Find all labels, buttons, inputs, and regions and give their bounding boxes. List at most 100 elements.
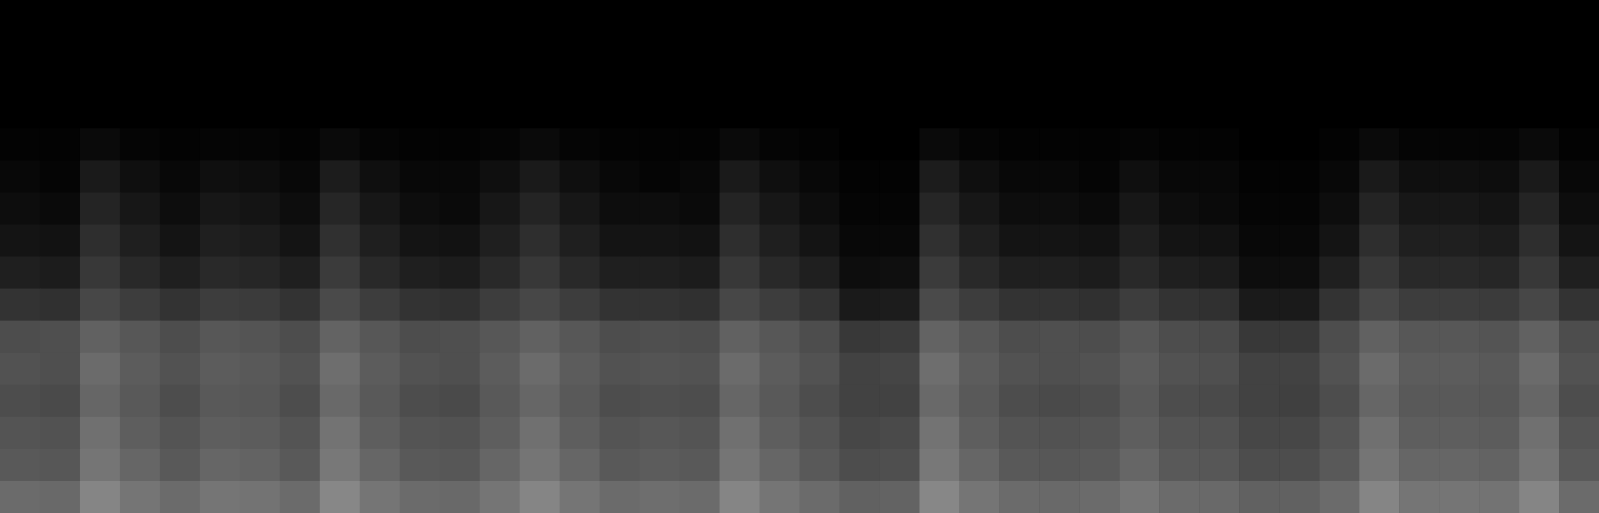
heatmap-cell — [640, 353, 680, 386]
heatmap-cell — [680, 481, 720, 513]
heatmap-cell — [560, 321, 600, 354]
heatmap-cell — [999, 449, 1039, 482]
heatmap-cell — [120, 96, 160, 129]
heatmap-cell — [1279, 192, 1319, 225]
heatmap-cell — [720, 128, 760, 161]
heatmap-cell — [1439, 417, 1479, 450]
heatmap-cell — [640, 64, 680, 97]
heatmap-cell — [320, 385, 360, 418]
heatmap-cell — [1079, 481, 1119, 513]
heatmap-cell — [1199, 321, 1239, 354]
heatmap-cell — [919, 224, 959, 257]
heatmap-cell — [0, 289, 40, 322]
heatmap-cell — [959, 160, 999, 193]
heatmap-cell — [160, 224, 200, 257]
heatmap-cell — [1039, 160, 1079, 193]
heatmap-cell — [1159, 257, 1199, 290]
heatmap-cell — [1079, 321, 1119, 354]
heatmap-cell — [1199, 224, 1239, 257]
heatmap-cell — [600, 224, 640, 257]
heatmap-cell — [879, 481, 919, 513]
heatmap-cell — [959, 224, 999, 257]
heatmap-cell — [760, 224, 800, 257]
heatmap-cell — [1559, 321, 1599, 354]
heatmap-cell — [959, 353, 999, 386]
heatmap-cell — [919, 481, 959, 513]
heatmap-cell — [160, 417, 200, 450]
heatmap-cell — [1079, 417, 1119, 450]
heatmap-cell — [1119, 417, 1159, 450]
heatmap-cell — [0, 160, 40, 193]
heatmap-cell — [1199, 385, 1239, 418]
heatmap-cell — [1079, 128, 1119, 161]
heatmap-cell — [1519, 192, 1559, 225]
heatmap-cell — [600, 257, 640, 290]
heatmap-cell — [0, 449, 40, 482]
heatmap-cell — [160, 0, 200, 33]
heatmap-cell — [40, 128, 80, 161]
heatmap-cell — [400, 353, 440, 386]
heatmap-cell — [160, 289, 200, 322]
heatmap-cell — [999, 96, 1039, 129]
heatmap-cell — [400, 128, 440, 161]
heatmap-cell — [280, 160, 320, 193]
heatmap-cell — [1319, 0, 1359, 33]
heatmap-cell — [0, 0, 40, 33]
heatmap-cell — [1199, 160, 1239, 193]
heatmap-cell — [1439, 0, 1479, 33]
heatmap-cell — [520, 64, 560, 97]
heatmap-cell — [400, 321, 440, 354]
heatmap-cell — [1479, 481, 1519, 513]
heatmap-cell — [839, 353, 879, 386]
heatmap-cell — [1559, 449, 1599, 482]
heatmap-cell — [1119, 32, 1159, 65]
heatmap-cell — [680, 96, 720, 129]
heatmap-cell — [1279, 353, 1319, 386]
heatmap-cell — [1559, 0, 1599, 33]
heatmap-cell — [120, 0, 160, 33]
heatmap-cell — [320, 449, 360, 482]
heatmap-cell — [1479, 32, 1519, 65]
heatmap-cell — [400, 64, 440, 97]
heatmap-cell — [1279, 417, 1319, 450]
heatmap-cell — [919, 0, 959, 33]
heatmap-cell — [1079, 289, 1119, 322]
heatmap-cell — [40, 160, 80, 193]
heatmap-cell — [600, 192, 640, 225]
heatmap-cell — [1159, 64, 1199, 97]
heatmap-cell — [0, 481, 40, 513]
heatmap-cell — [800, 192, 840, 225]
heatmap-cell — [839, 64, 879, 97]
heatmap-cell — [40, 289, 80, 322]
heatmap-cell — [400, 224, 440, 257]
heatmap-cell — [360, 128, 400, 161]
heatmap-cell — [0, 96, 40, 129]
heatmap-cell — [879, 353, 919, 386]
heatmap-cell — [1039, 128, 1079, 161]
heatmap-cell — [440, 417, 480, 450]
heatmap-cell — [160, 192, 200, 225]
heatmap-cell — [640, 32, 680, 65]
heatmap-cell — [560, 449, 600, 482]
heatmap-cell — [600, 96, 640, 129]
heatmap-cell — [360, 321, 400, 354]
heatmap-cell — [320, 64, 360, 97]
heatmap-cell — [800, 128, 840, 161]
heatmap-cell — [40, 353, 80, 386]
heatmap-cell — [800, 224, 840, 257]
heatmap-cell — [480, 481, 520, 513]
heatmap-cell — [959, 321, 999, 354]
heatmap-cell — [680, 321, 720, 354]
heatmap-cell — [1359, 417, 1399, 450]
heatmap-cell — [959, 0, 999, 33]
heatmap-cell — [520, 385, 560, 418]
heatmap-cell — [200, 32, 240, 65]
heatmap-cell — [1479, 128, 1519, 161]
heatmap-cell — [680, 417, 720, 450]
heatmap-cell — [40, 32, 80, 65]
heatmap-cell — [1519, 160, 1559, 193]
heatmap-cell — [1119, 160, 1159, 193]
heatmap-cell — [640, 289, 680, 322]
heatmap-cell — [560, 385, 600, 418]
heatmap-cell — [320, 224, 360, 257]
